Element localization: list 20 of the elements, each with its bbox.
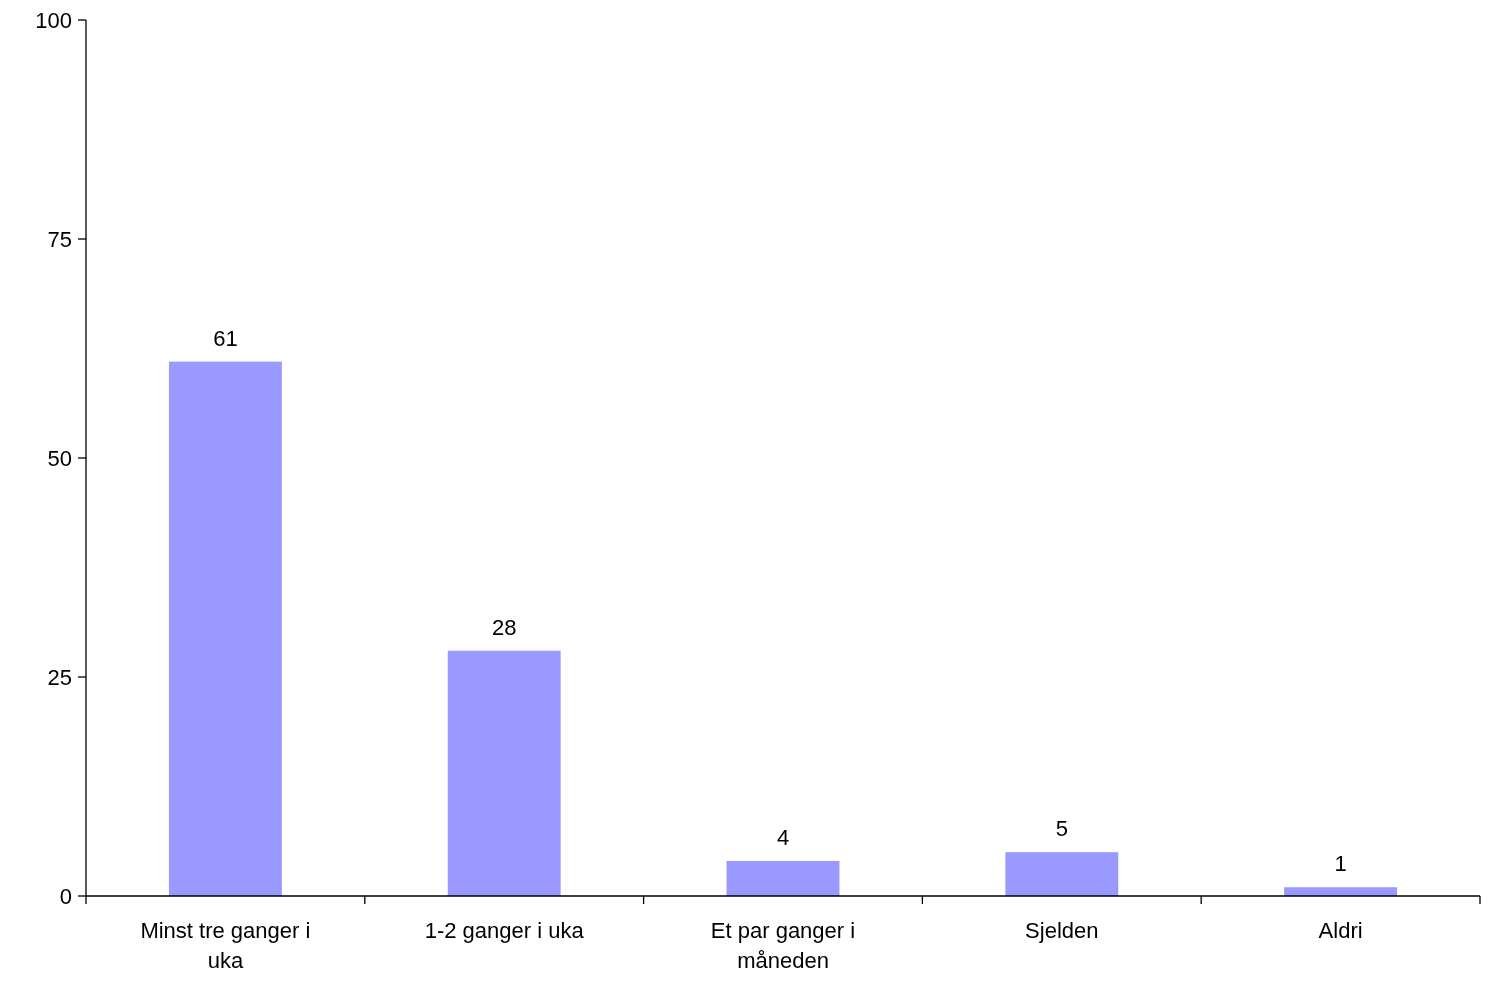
y-tick-label: 25 bbox=[47, 664, 72, 690]
y-tick-label: 50 bbox=[47, 445, 72, 471]
data-label: 4 bbox=[776, 824, 790, 850]
y-tick-label: 0 bbox=[59, 883, 72, 909]
bar bbox=[1005, 852, 1119, 896]
bar bbox=[447, 650, 561, 896]
x-tick-label: Sjelden bbox=[1025, 918, 1099, 943]
x-tick-label: Minst tre ganger i uka bbox=[140, 918, 311, 973]
data-label: 61 bbox=[213, 325, 238, 351]
data-label: 1 bbox=[1334, 851, 1347, 877]
x-tick-label: Aldri bbox=[1318, 918, 1363, 943]
x-tick-label: Et par ganger i måneden bbox=[710, 918, 856, 973]
y-tick-label: 75 bbox=[47, 226, 72, 252]
bar bbox=[726, 860, 840, 896]
data-label: 5 bbox=[1055, 816, 1068, 842]
y-tick-label: 100 bbox=[35, 7, 72, 33]
x-tick-label: 1-2 ganger i uka bbox=[424, 918, 585, 943]
bar bbox=[168, 361, 282, 896]
data-label: 28 bbox=[491, 614, 517, 640]
bar bbox=[1284, 887, 1398, 896]
